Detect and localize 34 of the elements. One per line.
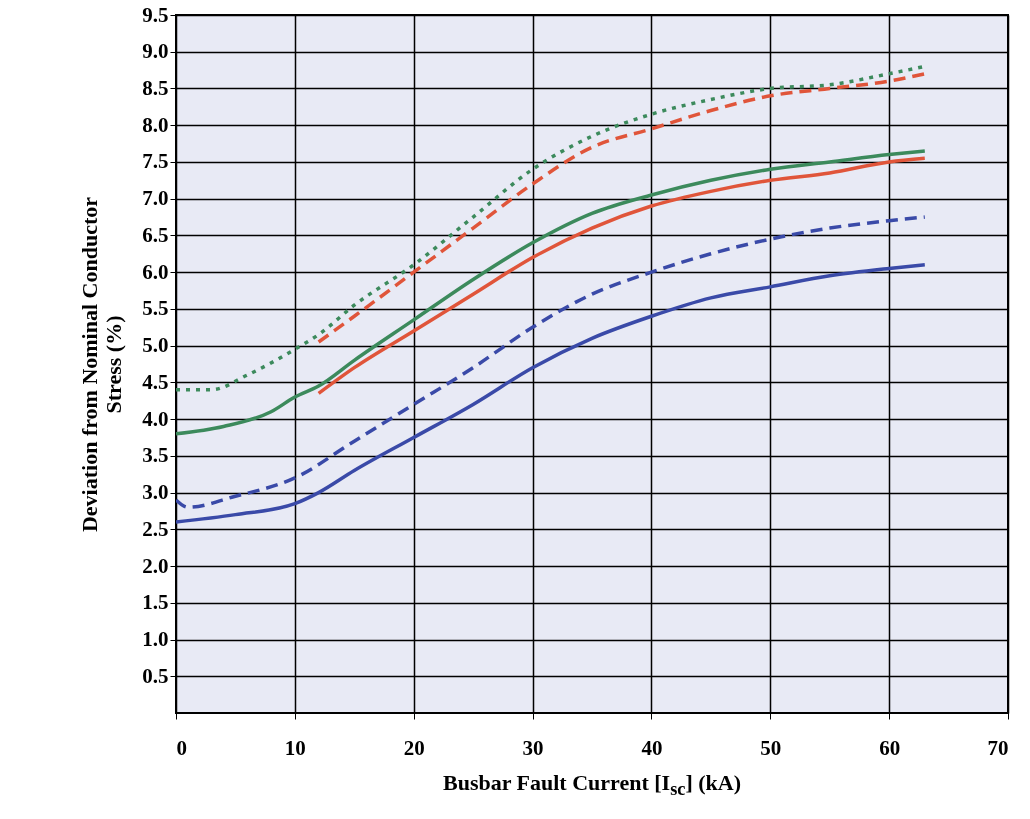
x-axis-title: Busbar Fault Current [I$_{sc}$] (kA) bbox=[441, 770, 742, 801]
y-tick-label: 3.0 bbox=[142, 480, 169, 505]
y-tick-label: 2.5 bbox=[142, 516, 169, 541]
y-tick-label: 5.0 bbox=[142, 333, 169, 358]
y-tick-label: 7.0 bbox=[142, 186, 169, 211]
y-tick-label: 9.0 bbox=[142, 39, 169, 64]
x-tick-label: 70 bbox=[987, 735, 1009, 760]
y-tick-label: 4.0 bbox=[142, 406, 169, 431]
x-tick-label: 30 bbox=[522, 735, 544, 760]
x-tick-label: 0 bbox=[176, 735, 187, 760]
x-tick-label: 50 bbox=[760, 735, 782, 760]
y-tick-label: 5.5 bbox=[142, 296, 169, 321]
x-tick-label: 20 bbox=[403, 735, 425, 760]
y-axis-title: Deviation from Nominal Conductor Stress (%) bbox=[77, 196, 127, 533]
y-tick-label: 6.5 bbox=[142, 222, 169, 247]
y-tick-label: 4.5 bbox=[142, 369, 169, 394]
line-series bbox=[176, 149, 927, 436]
y-tick-label: 8.5 bbox=[142, 75, 169, 100]
x-tick-label: 10 bbox=[284, 735, 306, 760]
line-series bbox=[316, 72, 927, 344]
y-tick-label: 7.5 bbox=[142, 149, 169, 174]
y-tick-label: 3.5 bbox=[142, 443, 169, 468]
line-series bbox=[176, 215, 927, 510]
y-tick-label: 6.0 bbox=[142, 259, 169, 284]
y-tick-label: 1.5 bbox=[142, 590, 169, 615]
y-tick-label: 9.5 bbox=[142, 2, 169, 27]
x-tick-label: 40 bbox=[641, 735, 663, 760]
line-series bbox=[176, 263, 927, 524]
y-tick-label: 2.0 bbox=[142, 553, 169, 578]
y-tick-label: 1.0 bbox=[142, 627, 169, 652]
x-tick-label: 60 bbox=[879, 735, 901, 760]
line-series bbox=[316, 156, 927, 396]
y-tick-label: 8.0 bbox=[142, 112, 169, 137]
y-tick-label: 0.5 bbox=[142, 663, 169, 688]
